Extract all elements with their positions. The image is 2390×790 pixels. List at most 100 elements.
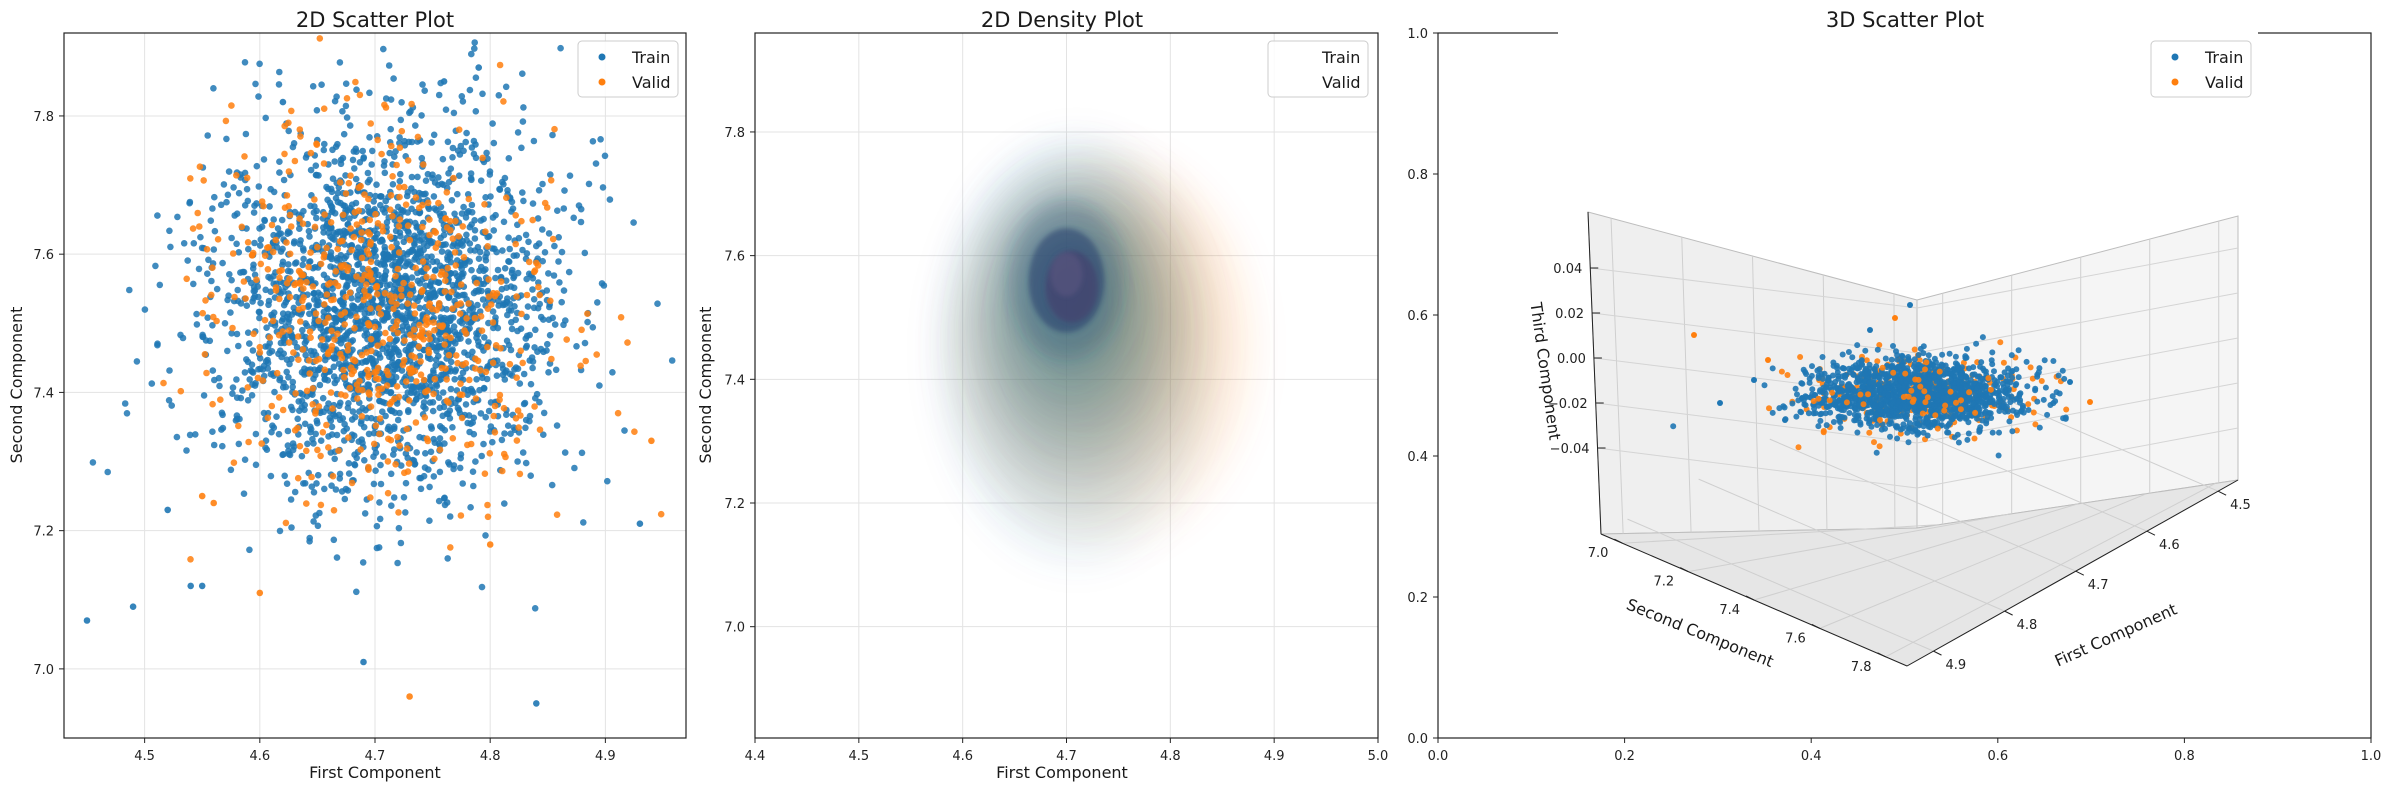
data-point-valid — [1890, 370, 1896, 376]
data-point-train — [405, 389, 412, 396]
data-point-train — [486, 408, 493, 415]
data-point-train — [457, 151, 464, 158]
data-point-valid — [478, 313, 485, 320]
data-point-train — [1945, 422, 1951, 428]
data-point-train — [505, 234, 512, 241]
data-point-valid — [395, 509, 402, 516]
data-point-train — [184, 257, 191, 264]
data-point-train — [230, 384, 237, 391]
data-point-train — [445, 411, 452, 418]
data-point-valid — [514, 437, 521, 444]
data-point-train — [142, 306, 149, 313]
data-point-valid — [369, 276, 376, 283]
data-point-train — [380, 453, 387, 460]
data-point-valid — [295, 475, 302, 482]
data-point-valid — [431, 228, 438, 235]
data-point-train — [491, 227, 498, 234]
data-point-train — [501, 430, 508, 437]
data-point-valid — [396, 223, 403, 230]
data-point-train — [1835, 373, 1841, 379]
frame-x-tick-label: 1.0 — [2361, 749, 2382, 764]
data-point-train — [2004, 404, 2010, 410]
data-point-train — [472, 458, 479, 465]
data-point-valid — [199, 310, 206, 317]
legend-train-label: Train — [1321, 48, 1360, 67]
data-point-train — [391, 366, 398, 373]
data-point-train — [325, 433, 332, 440]
data-point-valid — [388, 244, 395, 251]
data-point-valid — [466, 196, 473, 203]
data-point-valid — [419, 202, 426, 209]
data-point-valid — [445, 265, 452, 272]
data-point-valid — [1865, 391, 1871, 397]
data-point-valid — [328, 219, 335, 226]
data-point-train — [288, 496, 295, 503]
data-point-train — [1670, 423, 1676, 429]
data-point-train — [1858, 422, 1864, 428]
outlier-point-train — [441, 78, 448, 85]
data-point-train — [1762, 382, 1768, 388]
data-point-train — [427, 356, 434, 363]
data-point-valid — [265, 415, 272, 422]
data-point-train — [380, 251, 387, 258]
data-point-train — [281, 177, 288, 184]
data-point-valid — [378, 151, 385, 158]
data-point-train — [454, 273, 461, 280]
data-point-train — [285, 428, 292, 435]
data-point-valid — [244, 384, 251, 391]
data-point-valid — [406, 397, 413, 404]
data-point-train — [456, 172, 463, 179]
data-point-train — [520, 118, 527, 125]
outlier-point — [2087, 399, 2093, 405]
data-point-train — [342, 496, 349, 503]
data-point-train — [439, 248, 446, 255]
data-point-valid — [1811, 398, 1817, 404]
data-point-train — [122, 400, 129, 407]
data-point-valid — [484, 502, 491, 509]
data-point-train — [340, 415, 347, 422]
data-point-train — [275, 351, 282, 358]
data-point-train — [445, 459, 452, 466]
data-point-train — [1977, 428, 1983, 434]
data-point-train — [381, 162, 388, 169]
data-point-valid — [473, 395, 480, 402]
data-point-valid — [373, 368, 380, 375]
data-point-train — [1997, 397, 2003, 403]
data-point-train — [253, 163, 260, 170]
x-tick-label: 5.0 — [1368, 749, 1389, 764]
data-point-train — [211, 194, 218, 201]
data-point-train — [2017, 400, 2023, 406]
data-point-train — [457, 465, 464, 472]
data-point-valid — [325, 444, 332, 451]
data-point-valid — [292, 427, 299, 434]
data-point-train — [532, 327, 539, 334]
data-point-train — [303, 154, 310, 161]
data-point-train — [1842, 373, 1848, 379]
data-point-valid — [353, 273, 360, 280]
scatter-2d-panel: 2D Scatter Plot 4.5 4.6 4.7 4.8 4.9 7.07.27.… — [7, 8, 686, 782]
data-point-train — [403, 480, 410, 487]
data-point-valid — [307, 328, 314, 335]
data-point-train — [523, 417, 530, 424]
data-point-train — [404, 251, 411, 258]
data-point-valid — [472, 315, 479, 322]
first-axis-tick-label: 4.5 — [2230, 498, 2251, 513]
data-point-train — [506, 258, 513, 265]
data-point-train — [521, 371, 528, 378]
density-2d-legend: Train Valid — [1268, 41, 1368, 97]
data-point-valid — [1985, 375, 1991, 381]
data-point-train — [366, 431, 373, 438]
data-point-train — [314, 107, 321, 114]
pane-first-component-wall — [1917, 216, 2238, 528]
data-point-train — [358, 371, 365, 378]
data-point-train — [1854, 413, 1860, 419]
data-point-valid — [507, 361, 514, 368]
data-point-train — [412, 316, 419, 323]
data-point-valid — [368, 259, 375, 266]
data-point-train — [1939, 352, 1945, 358]
data-point-train — [1871, 366, 1877, 372]
data-point-train — [1940, 395, 1946, 401]
data-point-train — [2037, 425, 2043, 431]
data-point-train — [196, 266, 203, 273]
data-point-train — [2002, 369, 2008, 375]
